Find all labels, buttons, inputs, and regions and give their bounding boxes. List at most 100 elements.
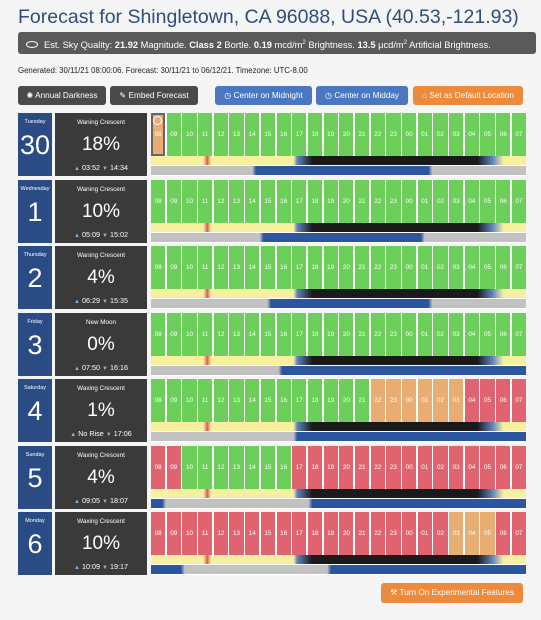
hour-cell[interactable]: 08 (151, 512, 166, 555)
hour-cell[interactable]: 05 (480, 179, 495, 223)
hour-cell[interactable]: 14 (245, 445, 260, 489)
hour-cell[interactable]: 12 (213, 445, 228, 489)
hour-cell[interactable]: 16 (276, 312, 291, 356)
experimental-features-button[interactable]: ⚒ Turn On Experimental Features (381, 583, 523, 603)
hour-cell[interactable]: 07 (511, 312, 526, 356)
hour-cell[interactable]: 23 (386, 246, 401, 289)
hour-cell[interactable]: 01 (417, 512, 432, 555)
hour-cell[interactable]: 19 (323, 512, 338, 555)
hour-cell[interactable]: 01 (417, 246, 432, 289)
hour-cell[interactable]: 07 (511, 445, 526, 489)
hour-cell[interactable]: 05 (480, 379, 495, 422)
hour-cell[interactable]: 17 (292, 379, 307, 422)
hour-cell[interactable]: 17 (292, 312, 307, 356)
hour-cell[interactable]: 12 (213, 379, 228, 422)
hour-cell[interactable]: 06 (496, 246, 511, 289)
hour-cell[interactable]: 05 (480, 246, 495, 289)
hour-cell[interactable]: 22 (370, 512, 385, 555)
hour-cell[interactable]: 09 (166, 179, 181, 223)
hour-cell[interactable]: 02 (433, 445, 448, 489)
hour-cell[interactable]: 14 (245, 246, 260, 289)
hour-cell[interactable]: 15 (260, 312, 275, 356)
hour-cell[interactable]: 13 (229, 246, 244, 289)
hour-cell[interactable]: 03 (449, 246, 464, 289)
hour-cell[interactable]: 06 (496, 445, 511, 489)
center-midday-button[interactable]: ◷ Center on Midday (316, 86, 408, 105)
hour-cell[interactable]: 17 (292, 512, 307, 555)
hour-cell[interactable]: 01 (417, 312, 432, 356)
hour-cell[interactable]: 05 (480, 113, 495, 156)
hour-cell[interactable]: 19 (323, 246, 338, 289)
hour-cell[interactable]: 00 (402, 379, 417, 422)
hour-cell[interactable]: 00 (402, 445, 417, 489)
hour-cell[interactable]: 18 (307, 312, 323, 356)
hour-cell[interactable]: 06 (496, 512, 511, 555)
hour-cell[interactable]: 00 (402, 113, 417, 156)
hour-cell[interactable]: 00 (402, 512, 417, 555)
hour-cell[interactable]: 08 (151, 312, 166, 356)
hour-cell[interactable]: 22 (370, 312, 385, 356)
hour-cell[interactable]: 00 (402, 179, 417, 223)
hour-cell[interactable]: 18 (307, 179, 323, 223)
hour-cell[interactable]: 21 (354, 379, 370, 422)
hour-cell[interactable]: 02 (433, 179, 448, 223)
hour-cell[interactable]: 23 (386, 379, 401, 422)
hour-cell[interactable]: 08 (151, 379, 166, 422)
hour-cell[interactable]: 19 (323, 312, 338, 356)
hour-cell[interactable]: 06 (496, 312, 511, 356)
hour-cell[interactable]: 15 (260, 379, 275, 422)
hour-cell[interactable]: 11 (198, 179, 213, 223)
hour-cell[interactable]: 10 (182, 512, 197, 555)
hour-cell[interactable]: 20 (339, 246, 354, 289)
hour-cell[interactable]: 14 (245, 113, 260, 156)
hour-cell[interactable]: 13 (229, 312, 244, 356)
hour-cell[interactable]: 18 (307, 379, 323, 422)
hour-cell[interactable]: 20 (339, 379, 354, 422)
annual-darkness-button[interactable]: ✺ Annual Darkness (18, 86, 106, 105)
hour-cell[interactable]: 08 (151, 113, 166, 156)
hour-cell[interactable]: 16 (276, 379, 291, 422)
hour-cell[interactable]: 16 (276, 512, 291, 555)
hour-cell[interactable]: 04 (464, 113, 479, 156)
hour-cell[interactable]: 05 (480, 312, 495, 356)
hour-cell[interactable]: 20 (339, 512, 354, 555)
hour-cell[interactable]: 11 (198, 512, 213, 555)
hour-cell[interactable]: 11 (198, 379, 213, 422)
hour-cell[interactable]: 22 (370, 179, 385, 223)
hour-cell[interactable]: 03 (449, 312, 464, 356)
hour-cell[interactable]: 14 (245, 379, 260, 422)
hour-cell[interactable]: 11 (198, 246, 213, 289)
hour-cell[interactable]: 13 (229, 512, 244, 555)
hour-cell[interactable]: 18 (307, 445, 323, 489)
hour-cell[interactable]: 12 (213, 512, 228, 555)
hour-cell[interactable]: 10 (182, 113, 197, 156)
hour-cell[interactable]: 09 (166, 113, 181, 156)
hour-cell[interactable]: 13 (229, 113, 244, 156)
hour-cell[interactable]: 10 (182, 445, 197, 489)
hour-cell[interactable]: 19 (323, 179, 338, 223)
hour-cell[interactable]: 18 (307, 512, 323, 555)
hour-cell[interactable]: 02 (433, 113, 448, 156)
hour-cell[interactable]: 14 (245, 512, 260, 555)
hour-cell[interactable]: 10 (182, 246, 197, 289)
hour-cell[interactable]: 02 (433, 312, 448, 356)
hour-cell[interactable]: 03 (449, 179, 464, 223)
hour-cell[interactable]: 19 (323, 113, 338, 156)
hour-cell[interactable]: 21 (354, 312, 370, 356)
hour-cell[interactable]: 08 (151, 179, 166, 223)
hour-cell[interactable]: 22 (370, 113, 385, 156)
hour-cell[interactable]: 08 (151, 445, 166, 489)
hour-cell[interactable]: 16 (276, 246, 291, 289)
hour-cell[interactable]: 03 (449, 379, 464, 422)
hour-cell[interactable]: 13 (229, 379, 244, 422)
hour-cell[interactable]: 17 (292, 179, 307, 223)
hour-cell[interactable]: 08 (151, 246, 166, 289)
hour-cell[interactable]: 04 (464, 445, 479, 489)
hour-cell[interactable]: 21 (354, 445, 370, 489)
hour-cell[interactable]: 11 (198, 312, 213, 356)
hour-cell[interactable]: 14 (245, 312, 260, 356)
hour-cell[interactable]: 09 (166, 312, 181, 356)
hour-cell[interactable]: 16 (276, 445, 291, 489)
hour-cell[interactable]: 15 (260, 113, 275, 156)
embed-forecast-button[interactable]: ✎ Embed Forecast (110, 86, 198, 105)
